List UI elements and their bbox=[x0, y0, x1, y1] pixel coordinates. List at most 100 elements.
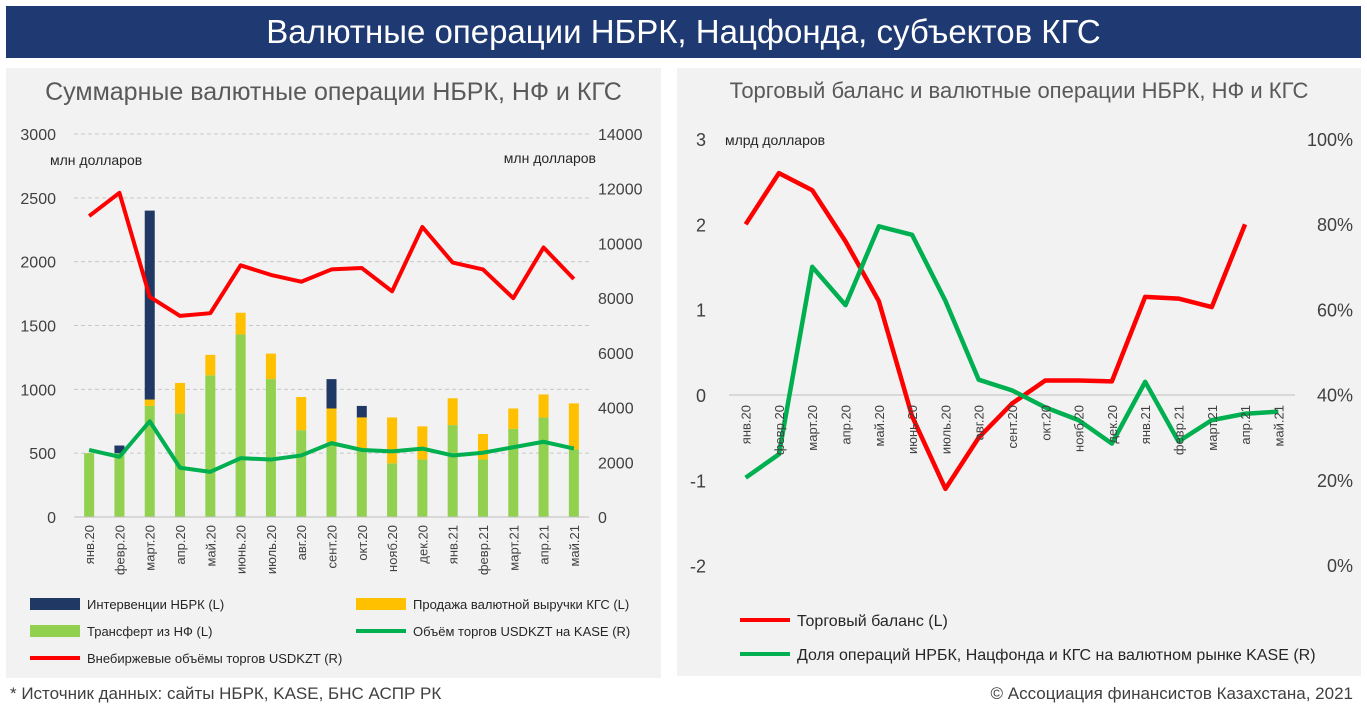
y-tick-label-right: 14000 bbox=[598, 127, 643, 144]
x-tick-label: февр.21 bbox=[1171, 405, 1186, 455]
legend-swatch bbox=[356, 598, 406, 610]
y-tick-label-left: 2000 bbox=[20, 255, 56, 272]
y-tick-label-right: 4000 bbox=[598, 401, 634, 418]
series-line bbox=[744, 224, 1279, 480]
bar-segment bbox=[417, 459, 428, 517]
y-axis-label-right: млн долларов bbox=[504, 150, 596, 166]
x-tick-label: авг.20 bbox=[294, 525, 309, 560]
x-tick-label: март.21 bbox=[506, 525, 521, 571]
x-tick-label: июль.20 bbox=[264, 525, 279, 574]
banner-title: Валютные операции НБРК, Нацфонда, субъек… bbox=[266, 13, 1101, 50]
y-tick-label-right: 10000 bbox=[598, 236, 643, 253]
bar-segment bbox=[235, 312, 246, 335]
x-tick-label: нояб.20 bbox=[385, 525, 400, 572]
x-tick-label: май.21 bbox=[1271, 405, 1286, 447]
y-tick-label-left: -1 bbox=[690, 471, 706, 491]
x-tick-label: янв.20 bbox=[82, 525, 97, 564]
chart-canvas-left: 0 500 1000 1500 2000 2500 3000 0 2000 4000 6000 800… bbox=[20, 127, 643, 666]
y-tick-label-right: 0 bbox=[598, 510, 607, 527]
x-tick-label: окт.20 bbox=[1038, 405, 1053, 441]
x-tick-label: май.21 bbox=[567, 525, 582, 567]
x-tick-label: май.20 bbox=[203, 525, 218, 567]
bar-segment bbox=[114, 453, 125, 517]
y-tick-label-left: 3 bbox=[696, 130, 706, 150]
source-note: * Источник данных: сайты НБРК, KASE, БНС… bbox=[10, 684, 442, 703]
x-tick-label: апр.21 bbox=[537, 525, 552, 565]
x-tick-label: июль.20 bbox=[938, 405, 953, 454]
legend-label: Объём торгов USDKZT на KASE (R) bbox=[413, 624, 630, 639]
bar-segment bbox=[84, 453, 95, 517]
y-tick-label-left: -2 bbox=[690, 557, 706, 577]
x-tick-label: апр.20 bbox=[173, 525, 188, 565]
x-tick-label: май.20 bbox=[872, 405, 887, 447]
y-tick-label-right: 40% bbox=[1317, 386, 1353, 406]
x-tick-label: сент.20 bbox=[325, 525, 340, 569]
bar-segment bbox=[387, 463, 398, 517]
chart-panel-left: Суммарные валютные операции НБРК, НФ и К… bbox=[6, 68, 661, 678]
y-tick-label-right: 80% bbox=[1317, 215, 1353, 235]
bar-segment bbox=[265, 353, 276, 380]
bar-segment bbox=[356, 405, 367, 418]
x-tick-label: март.20 bbox=[805, 405, 820, 451]
bar-segment bbox=[296, 396, 307, 431]
bar-segment bbox=[205, 375, 216, 517]
chart-title: Суммарные валютные операции НБРК, НФ и К… bbox=[45, 78, 622, 106]
bar-segment bbox=[265, 379, 276, 517]
y-tick-label-left: 0 bbox=[47, 510, 56, 527]
legend-swatch bbox=[30, 625, 80, 637]
bar-segment bbox=[417, 426, 428, 460]
bar-segment bbox=[538, 417, 549, 517]
legend-label: Торговый баланс (L) bbox=[797, 613, 948, 630]
y-tick-label-right: 100% bbox=[1307, 130, 1353, 150]
legend-swatch bbox=[30, 598, 80, 610]
legend-label: Трансферт из НФ (L) bbox=[87, 624, 212, 639]
x-tick-label: янв.20 bbox=[739, 405, 754, 444]
y-axis-label-left: млн долларов bbox=[50, 152, 142, 168]
x-tick-label: июнь.20 bbox=[905, 405, 920, 454]
y-tick-label-right: 6000 bbox=[598, 346, 634, 363]
y-tick-label-left: 1 bbox=[696, 301, 706, 321]
bar-segment bbox=[326, 444, 337, 517]
bar-segment bbox=[568, 449, 579, 517]
x-tick-label: июнь.20 bbox=[234, 525, 249, 574]
y-tick-label-right: 20% bbox=[1317, 471, 1353, 491]
y-tick-label-left: 1500 bbox=[20, 319, 56, 336]
bar-segment bbox=[538, 394, 549, 418]
chart-title: Торговый баланс и валютные операции НБРК… bbox=[729, 78, 1309, 103]
x-tick-label: сент.20 bbox=[1005, 405, 1020, 449]
bar-segment bbox=[114, 445, 125, 454]
bar-segment bbox=[326, 408, 337, 445]
bar-segment bbox=[477, 434, 488, 460]
series-line bbox=[88, 419, 575, 474]
y-tick-label-right: 0% bbox=[1327, 556, 1353, 576]
x-tick-label: окт.20 bbox=[355, 525, 370, 561]
x-tick-label: февр.21 bbox=[476, 525, 491, 575]
bar-segment bbox=[144, 210, 155, 400]
bar-segment bbox=[356, 417, 367, 451]
series-line bbox=[87, 190, 576, 318]
x-tick-label: дек.20 bbox=[415, 525, 430, 564]
y-tick-label-left: 2 bbox=[696, 215, 706, 235]
y-tick-label-left: 2500 bbox=[20, 191, 56, 208]
page-banner: Валютные операции НБРК, Нацфонда, субъек… bbox=[6, 6, 1361, 58]
x-tick-label: авг.20 bbox=[972, 405, 987, 440]
x-tick-label: апр.21 bbox=[1238, 405, 1253, 445]
y-tick-label-left: 500 bbox=[29, 446, 56, 463]
legend-label: Доля операций НРБК, Нацфонда и КГС на ва… bbox=[797, 647, 1316, 664]
chart-panel-right: Торговый баланс и валютные операции НБРК… bbox=[677, 68, 1361, 676]
bar-segment bbox=[387, 417, 398, 464]
bar-segment bbox=[205, 354, 216, 376]
bar-segment bbox=[508, 408, 519, 429]
bar-segment bbox=[477, 459, 488, 517]
copyright-note: © Ассоциация финансистов Казахстана, 202… bbox=[990, 684, 1353, 703]
bar-segment bbox=[356, 450, 367, 517]
y-tick-label-right: 12000 bbox=[598, 182, 643, 199]
bar-segment bbox=[296, 430, 307, 517]
bar-segment bbox=[175, 382, 186, 414]
x-tick-label: март.20 bbox=[143, 525, 158, 571]
x-tick-label: дек.20 bbox=[1105, 405, 1120, 444]
y-axis-label-left: млрд долларов bbox=[725, 132, 825, 148]
x-tick-label: янв.21 bbox=[446, 525, 461, 564]
x-tick-label: янв.21 bbox=[1138, 405, 1153, 444]
x-tick-label: апр.20 bbox=[839, 405, 854, 445]
